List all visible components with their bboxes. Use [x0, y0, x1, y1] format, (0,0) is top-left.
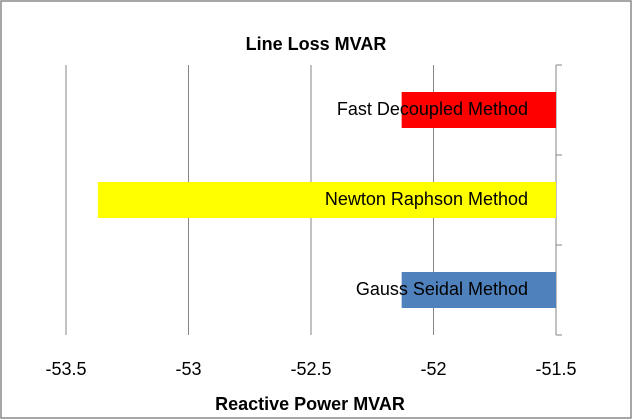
- chart-title: Line Loss MVAR: [246, 34, 387, 54]
- x-tick-label: -51.5: [535, 359, 576, 379]
- x-tick-label: -52: [420, 359, 446, 379]
- bar: [401, 92, 556, 128]
- x-tick-label: -53.5: [45, 359, 86, 379]
- x-axis-label: Reactive Power MVAR: [215, 394, 405, 414]
- bar: [97, 182, 556, 218]
- y-tick-label: Gauss Seidal Method: [356, 279, 528, 299]
- x-tick-label: -53: [175, 359, 201, 379]
- bar: [401, 272, 556, 308]
- y-tick-label: Newton Raphson Method: [325, 189, 528, 209]
- x-tick-label: -52.5: [290, 359, 331, 379]
- y-tick-label: Fast Decoupled Method: [337, 99, 528, 119]
